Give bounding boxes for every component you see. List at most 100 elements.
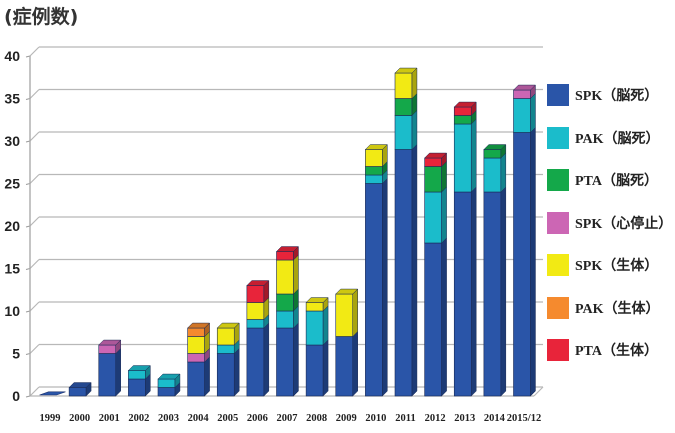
legend-swatch: [547, 126, 569, 149]
legend-item: PTA（生体）: [547, 335, 658, 365]
bar-segment-side: [441, 237, 447, 397]
bar-segment: [513, 98, 531, 133]
bar-segment-top: [216, 322, 240, 329]
x-tick-label: 2009: [336, 413, 357, 424]
bar-segment-side: [293, 322, 299, 397]
bar-segment-top: [364, 144, 388, 150]
y-tick-label: 20: [4, 218, 20, 234]
bar-segment: [335, 336, 354, 397]
gridline-depth: [29, 174, 40, 184]
bar-stack: [187, 322, 211, 397]
gridline-depth: [29, 344, 40, 354]
bar-segment-top: [305, 297, 329, 303]
bar-segment-top: [98, 339, 122, 346]
legend-swatch: [547, 211, 569, 234]
bar-segment: [483, 157, 502, 193]
bar-segment-top: [453, 101, 477, 108]
x-tick-label: 2000: [69, 413, 90, 424]
bar-segment: [246, 302, 265, 320]
bar-segment-side: [411, 143, 418, 397]
bar-stack: [453, 101, 477, 397]
bar-segment-side: [530, 126, 536, 397]
bar-segment: [157, 378, 176, 388]
legend-item: SPK（心停止）: [547, 208, 672, 238]
y-axis-unit-label: (症例数): [4, 6, 79, 28]
legend-swatch: [547, 254, 569, 276]
bar-segment: [216, 327, 235, 346]
bar-segment: [424, 242, 442, 397]
y-tick-label: 30: [4, 133, 20, 149]
bar-segment: [187, 327, 205, 337]
legend-swatch: [547, 296, 569, 319]
bar-segment: [453, 123, 472, 193]
bar-segment-empty: [39, 391, 66, 396]
bar-segment-side: [411, 67, 418, 100]
bar-segment: [453, 191, 472, 397]
bar-segment: [216, 353, 235, 397]
bar-segment-top: [483, 144, 507, 150]
bar-segment: [394, 149, 413, 397]
bar-segment-top: [246, 280, 270, 286]
legend-item: PTA（脳死）: [547, 165, 658, 195]
bar-segment: [246, 327, 265, 397]
bar-segment: [365, 166, 383, 176]
bar-segment-side: [441, 186, 447, 244]
bar-stack: [305, 296, 329, 397]
y-tick-mark: [25, 395, 31, 398]
bar-segment: [276, 293, 294, 312]
bar-segment-side: [382, 177, 388, 397]
legend-label: PTA（生体）: [575, 344, 658, 359]
bar-segment-top: [335, 288, 359, 295]
x-tick-label: 2004: [188, 413, 210, 424]
bar-segment: [246, 285, 265, 303]
bar-segment: [365, 183, 383, 397]
bar-segment-side: [471, 186, 477, 397]
bar-segment-side: [500, 152, 507, 193]
bar-stack: [424, 152, 448, 397]
bar-segment-side: [115, 347, 121, 397]
bar-segment: [305, 310, 324, 346]
gridline-depth: [29, 386, 40, 397]
bar-stack: [364, 143, 388, 397]
bar-stack: [394, 67, 418, 397]
gridline-depth: [29, 131, 40, 142]
bar-segment-top: [394, 67, 418, 74]
x-tick-label: 2002: [128, 413, 149, 424]
bar-segment-side: [263, 322, 270, 397]
y-tick-label: 15: [4, 261, 20, 277]
bar-segment-top: [512, 84, 537, 91]
bar-segment-top: [187, 322, 211, 329]
x-tick-label: 2013: [454, 413, 475, 424]
bar-segment-top: [157, 373, 181, 380]
bar-segment: [483, 191, 502, 397]
gridline-depth: [29, 301, 40, 312]
legend-label: SPK（心停止）: [575, 216, 673, 232]
bar-segment-side: [441, 160, 447, 193]
bar-stack: [98, 339, 122, 397]
bar-segment-side: [352, 330, 358, 397]
bar-segment: [305, 344, 324, 397]
bar-segment-top: [68, 382, 92, 388]
bar-segment-top: [127, 365, 151, 371]
bar-segment: [246, 319, 265, 329]
y-tick-label: 25: [4, 176, 20, 192]
bar-segment: [305, 302, 324, 312]
y-tick-label: 40: [4, 48, 20, 64]
legend-label: PAK（脳死）: [575, 131, 660, 147]
bar-segment: [424, 157, 442, 167]
bar-segment: [394, 115, 413, 150]
y-tick-label: 5: [12, 346, 20, 362]
bar-stack: [246, 279, 270, 397]
bar-segment: [276, 310, 294, 329]
x-tick-label: 2001: [99, 413, 120, 424]
bar-segment: [483, 149, 502, 159]
bar-segment: [216, 344, 235, 354]
bar-segment-side: [322, 305, 329, 346]
bar-segment-side: [322, 339, 329, 397]
legend-label: PTA（脳死）: [575, 174, 658, 189]
legend-item: PAK（生体）: [547, 293, 660, 323]
bar-segment: [394, 98, 413, 116]
legend-item: SPK（脳死）: [547, 80, 658, 110]
bar-segment-side: [352, 288, 358, 338]
